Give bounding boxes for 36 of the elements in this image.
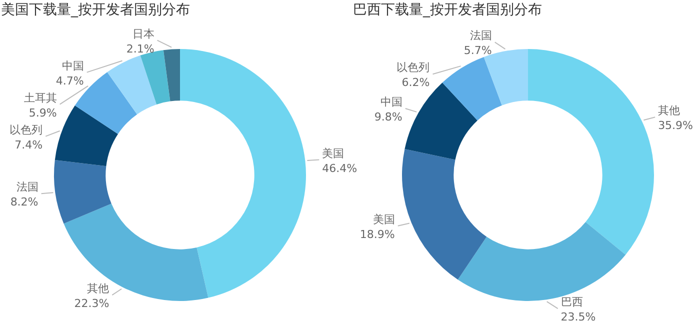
data-label: 6.2%	[402, 76, 430, 90]
donut-slice	[402, 149, 487, 280]
donut-slice	[180, 49, 306, 298]
data-label: 5.7%	[464, 44, 492, 58]
slice-label: 巴西	[560, 296, 583, 309]
donut-slice	[54, 105, 118, 166]
chart-title: 美国下载量_按开发者国别分布	[1, 2, 190, 18]
data-label: 35.9%	[658, 119, 694, 132]
slice-label: 其他	[658, 104, 680, 118]
donut-slice	[442, 56, 502, 120]
data-label: 8.2%	[10, 196, 38, 209]
slice-label: 美国	[322, 146, 344, 160]
slice-label: 以色列	[396, 61, 430, 74]
chart-title: 巴西下载量_按开发者国别分布	[353, 2, 542, 18]
slice-label: 美国	[372, 212, 395, 226]
data-label: 9.8%	[374, 110, 402, 124]
slice-label: 以色列	[10, 123, 43, 136]
data-label: 7.4%	[14, 138, 43, 152]
data-label: 22.3%	[74, 297, 110, 310]
slice-label: 法国	[470, 29, 492, 42]
data-label: 5.9%	[28, 106, 57, 120]
donut-slice	[163, 49, 180, 102]
data-label: 46.4%	[322, 162, 358, 175]
donut-slice	[528, 49, 654, 255]
slice-label: 中国	[62, 59, 84, 72]
data-label: 23.5%	[560, 310, 596, 324]
slice-label: 其他	[87, 282, 110, 296]
slice-label: 中国	[380, 95, 402, 108]
data-label: 18.9%	[360, 228, 395, 241]
slice-label: 日本	[132, 27, 154, 40]
data-label: 4.7%	[56, 74, 84, 88]
donut-slice	[54, 160, 112, 224]
slice-label: 土耳其	[24, 91, 57, 104]
data-label: 2.1%	[126, 42, 154, 56]
donut-slice	[107, 55, 157, 114]
slice-label: 法国	[16, 180, 38, 194]
